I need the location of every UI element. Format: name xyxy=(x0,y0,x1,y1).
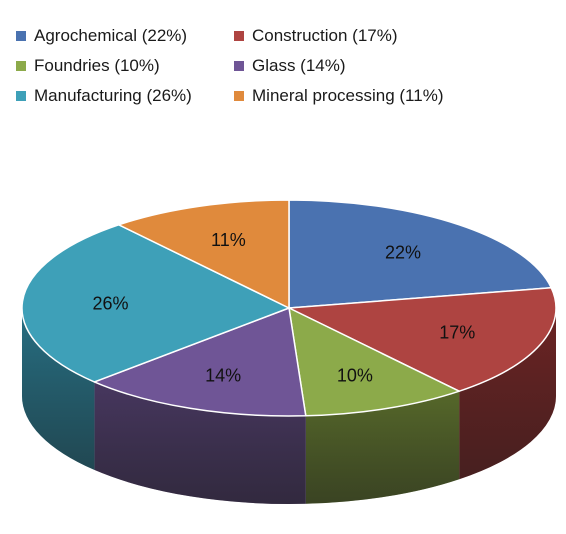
pie-slice-foundries xyxy=(288,307,460,417)
legend-label-foundries: Foundries (10%) xyxy=(34,56,160,75)
pie-data-labels: 22% 17% 10% 14% 26% 11% xyxy=(92,230,475,385)
data-label-mineral-processing: 11% xyxy=(211,230,246,250)
data-label-foundries: 10% xyxy=(337,365,373,385)
legend-item-construction: Construction (17%) xyxy=(234,26,534,46)
pie-slice-construction xyxy=(288,287,557,392)
legend: Agrochemical (22%) Construction (17%) Fo… xyxy=(16,26,556,106)
legend-swatch-agrochemical xyxy=(16,31,26,41)
legend-item-manufacturing: Manufacturing (26%) xyxy=(16,86,234,106)
legend-swatch-manufacturing xyxy=(16,91,26,101)
pie-side-shade-construction xyxy=(459,308,556,480)
pie-slice-manufacturing xyxy=(21,224,290,383)
legend-label-agrochemical: Agrochemical (22%) xyxy=(34,26,188,45)
legend-label-glass: Glass (14%) xyxy=(252,56,346,75)
legend-label-construction: Construction (17%) xyxy=(252,26,398,45)
pie-slice-agrochemical xyxy=(288,199,553,309)
legend-label-mineral-processing: Mineral processing (11%) xyxy=(252,86,444,105)
legend-swatch-mineral-processing xyxy=(234,91,244,101)
data-label-construction: 17% xyxy=(439,323,475,343)
pie-slices xyxy=(21,199,557,417)
legend-item-agrochemical: Agrochemical (22%) xyxy=(16,26,234,46)
pie-sides xyxy=(22,308,556,505)
data-label-manufacturing: 26% xyxy=(92,293,128,313)
pie-slice-mineral-processing xyxy=(118,199,290,309)
legend-item-mineral-processing: Mineral processing (11%) xyxy=(234,86,534,106)
pie-slice-glass xyxy=(93,307,307,417)
legend-swatch-foundries xyxy=(16,61,26,71)
data-label-glass: 14% xyxy=(205,365,241,385)
pie-side-shade-foundries xyxy=(305,391,460,504)
legend-item-foundries: Foundries (10%) xyxy=(16,56,234,76)
pie-side-shade-manufacturing xyxy=(22,308,95,470)
legend-swatch-glass xyxy=(234,61,244,71)
pie-side-shade-glass xyxy=(94,381,306,505)
data-label-agrochemical: 22% xyxy=(385,242,421,262)
legend-label-manufacturing: Manufacturing (26%) xyxy=(34,86,192,105)
legend-swatch-construction xyxy=(234,31,244,41)
legend-item-glass: Glass (14%) xyxy=(234,56,534,76)
